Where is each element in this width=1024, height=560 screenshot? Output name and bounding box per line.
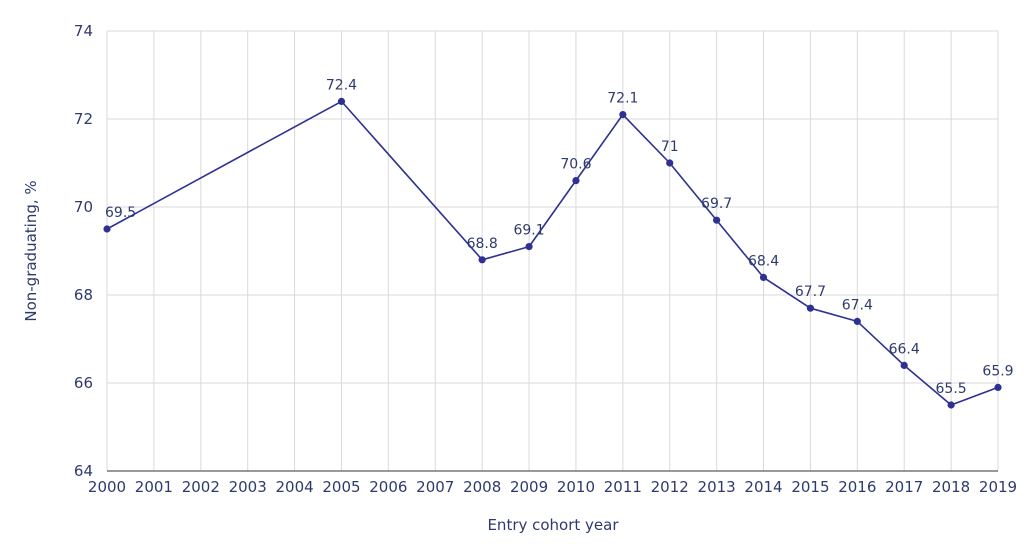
y-tick-label: 64	[74, 462, 93, 480]
data-label: 69.7	[701, 196, 732, 212]
grid	[106, 30, 999, 471]
x-tick-label: 2009	[510, 478, 548, 496]
y-tick-label: 68	[74, 286, 93, 304]
x-tick-label: 2008	[463, 478, 501, 496]
data-point	[103, 225, 111, 233]
x-tick-label: 2016	[838, 478, 876, 496]
x-tick-label: 2014	[744, 478, 782, 496]
x-tick-label: 2019	[979, 478, 1017, 496]
x-tick-label: 2011	[604, 478, 642, 496]
data-label: 65.5	[936, 381, 967, 397]
data-point	[947, 401, 955, 409]
x-tick-label: 2000	[88, 478, 126, 496]
x-tick-label: 2015	[791, 478, 829, 496]
data-point	[806, 304, 815, 312]
x-tick-label: 2005	[322, 478, 360, 496]
data-label: 68.8	[467, 236, 498, 252]
data-point	[853, 317, 861, 325]
x-tick-label: 2010	[557, 478, 595, 496]
data-label: 67.4	[842, 297, 873, 313]
axes: 2000 2001 2002 2003 2004 2005 2006 2007 2008 2009…	[74, 22, 1017, 496]
data-label: 72.4	[326, 77, 357, 93]
data-point	[900, 361, 908, 369]
data-point	[619, 111, 627, 119]
x-tick-label: 2018	[932, 478, 970, 496]
x-tick-label: 2017	[885, 478, 923, 496]
data-point	[713, 216, 721, 224]
series-line	[106, 100, 999, 406]
y-axis-title: Non-graduating, %	[22, 180, 40, 321]
data-labels: 69.5 72.4 68.8 69.1 70.6 72.1 71 69.7 68.4 67.7 67…	[105, 77, 1014, 397]
series	[103, 97, 1002, 409]
data-point	[666, 159, 674, 167]
x-tick-label: 2004	[275, 478, 313, 496]
data-point	[337, 97, 346, 105]
data-label: 72.1	[607, 91, 638, 107]
x-tick-label: 2001	[135, 478, 173, 496]
x-tick-label: 2012	[651, 478, 689, 496]
y-tick-label: 70	[74, 198, 93, 216]
data-label: 71	[661, 139, 679, 155]
data-label: 69.1	[513, 223, 544, 239]
x-tick-label: 2006	[369, 478, 407, 496]
data-label: 68.4	[748, 253, 779, 269]
y-tick-label: 72	[74, 110, 93, 128]
data-point	[478, 256, 486, 264]
y-tick-label: 74	[74, 22, 93, 40]
data-label: 70.6	[560, 157, 591, 173]
x-tick-label: 2002	[182, 478, 220, 496]
data-label: 66.4	[889, 341, 920, 357]
data-label: 65.9	[982, 363, 1013, 379]
data-label: 67.7	[795, 284, 826, 300]
y-tick-label: 66	[74, 374, 93, 392]
data-point	[994, 383, 1002, 391]
data-point	[525, 243, 533, 251]
data-label: 69.5	[105, 205, 136, 221]
x-tick-label: 2013	[698, 478, 736, 496]
x-axis-title: Entry cohort year	[487, 516, 619, 534]
x-tick-label: 2003	[229, 478, 267, 496]
x-tick-label: 2007	[416, 478, 454, 496]
data-point	[572, 177, 580, 185]
data-point	[759, 273, 768, 281]
